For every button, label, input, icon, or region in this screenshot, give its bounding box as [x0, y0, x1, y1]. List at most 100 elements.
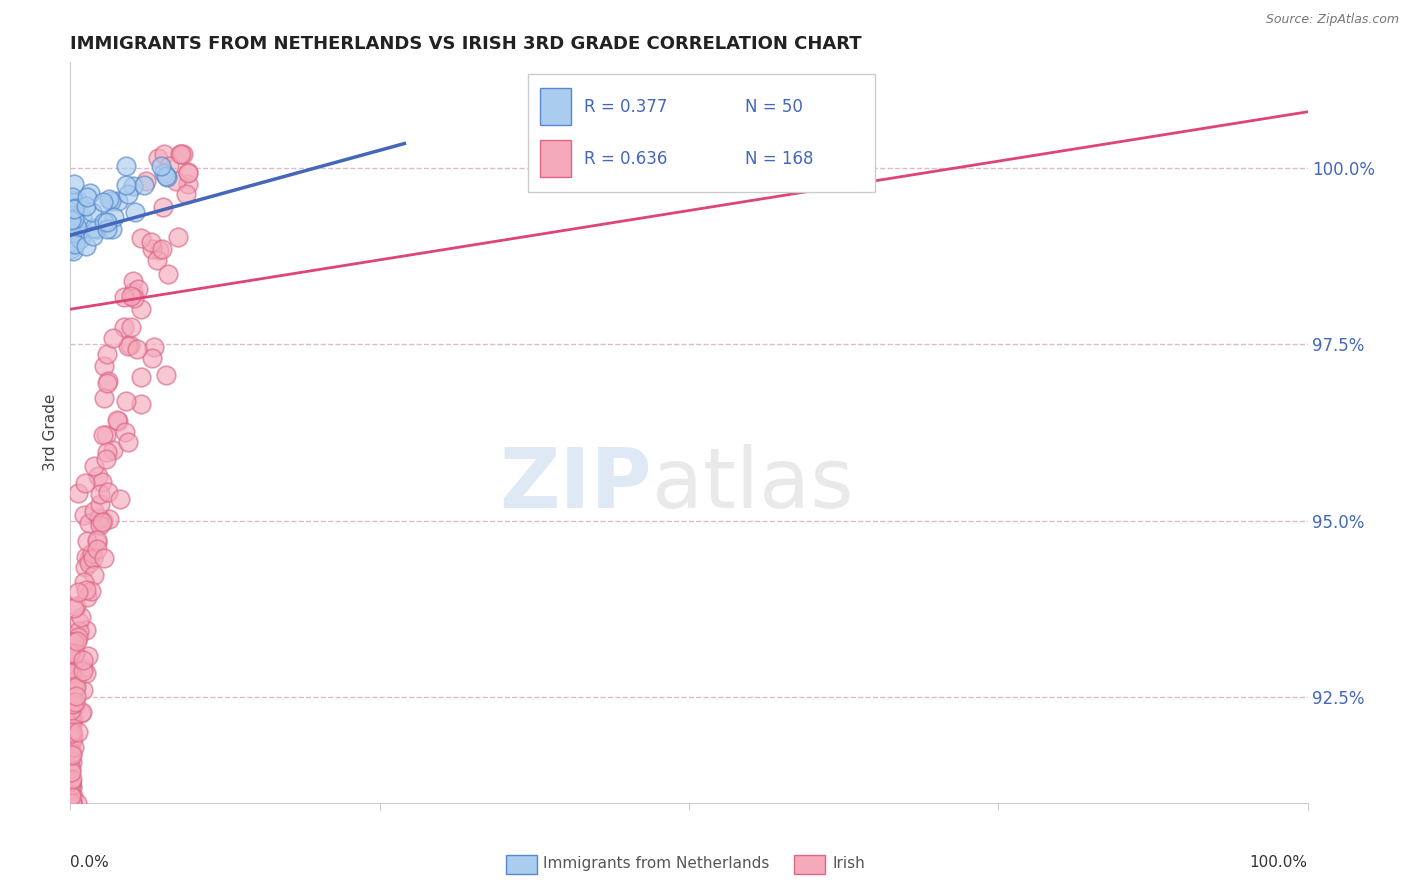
Point [66, 630, 89, 644]
Point [131, 397, 153, 411]
Point [169, 147, 191, 161]
Point [59, 778, 82, 792]
Point [91, 475, 114, 490]
Point [82, 546, 104, 560]
Point [60, 780, 83, 794]
Point [59, 788, 82, 802]
Point [89, 511, 111, 525]
Text: R = 0.377: R = 0.377 [583, 98, 666, 116]
Point [76, 534, 98, 549]
Point [67, 615, 90, 630]
Point [59, 778, 82, 792]
Point [75, 549, 97, 564]
Point [59, 750, 82, 764]
Text: 0.0%: 0.0% [70, 855, 110, 870]
Point [152, 200, 174, 214]
Point [120, 320, 142, 334]
Point [66, 224, 89, 238]
Point [100, 194, 122, 208]
Point [94, 452, 117, 467]
Point [59, 796, 82, 810]
Point [96, 347, 118, 361]
Point [62, 600, 84, 615]
Point [117, 339, 139, 353]
Point [86, 533, 108, 547]
Point [96, 221, 118, 235]
Point [103, 210, 125, 224]
Y-axis label: 3rd Grade: 3rd Grade [44, 394, 59, 471]
Point [59, 796, 82, 810]
Point [59, 733, 82, 747]
Point [93, 195, 115, 210]
Point [72, 682, 94, 697]
Point [146, 151, 169, 165]
Point [60, 732, 83, 747]
Point [76, 590, 98, 604]
Point [94, 428, 117, 442]
Point [75, 583, 97, 598]
Point [59, 777, 82, 791]
Point [157, 267, 180, 281]
Point [139, 235, 162, 250]
Text: N = 50: N = 50 [745, 98, 803, 116]
Point [59, 703, 82, 717]
Point [166, 174, 188, 188]
Point [93, 359, 115, 374]
Text: Irish: Irish [832, 856, 865, 871]
Point [62, 712, 84, 726]
Point [177, 166, 200, 180]
Point [72, 653, 94, 667]
Point [114, 160, 136, 174]
Text: R = 0.636: R = 0.636 [583, 150, 666, 168]
Point [60, 733, 83, 747]
Point [157, 160, 180, 174]
Point [62, 641, 84, 656]
Point [62, 725, 84, 739]
Point [62, 730, 84, 744]
Point [59, 666, 82, 681]
Point [167, 229, 190, 244]
Point [73, 560, 96, 574]
Point [60, 755, 83, 769]
Point [60, 796, 83, 810]
Point [59, 762, 82, 776]
Point [87, 469, 110, 483]
Point [59, 727, 82, 741]
Point [115, 178, 138, 193]
Point [79, 516, 101, 531]
Point [67, 624, 90, 638]
Point [79, 186, 101, 200]
Point [59, 238, 82, 252]
Point [135, 173, 157, 187]
Point [127, 342, 149, 356]
Point [63, 202, 86, 216]
Point [96, 445, 118, 459]
Point [69, 232, 91, 246]
Point [141, 243, 163, 257]
Point [65, 695, 87, 709]
Point [177, 165, 200, 179]
Point [117, 187, 139, 202]
Point [63, 679, 86, 693]
Point [60, 796, 83, 810]
Point [59, 209, 82, 223]
Point [63, 237, 86, 252]
Point [77, 557, 100, 571]
FancyBboxPatch shape [529, 73, 875, 192]
Point [60, 233, 83, 247]
Point [60, 189, 83, 203]
Point [114, 425, 136, 439]
Point [122, 178, 145, 193]
Point [97, 485, 120, 500]
Point [121, 274, 143, 288]
Text: IMMIGRANTS FROM NETHERLANDS VS IRISH 3RD GRADE CORRELATION CHART: IMMIGRANTS FROM NETHERLANDS VS IRISH 3RD… [70, 35, 862, 53]
Point [174, 187, 197, 202]
Point [90, 515, 112, 529]
Point [63, 646, 86, 660]
Point [93, 551, 115, 566]
Point [59, 764, 82, 779]
Point [150, 242, 173, 256]
Point [70, 706, 93, 720]
Point [118, 338, 141, 352]
Point [60, 796, 83, 810]
